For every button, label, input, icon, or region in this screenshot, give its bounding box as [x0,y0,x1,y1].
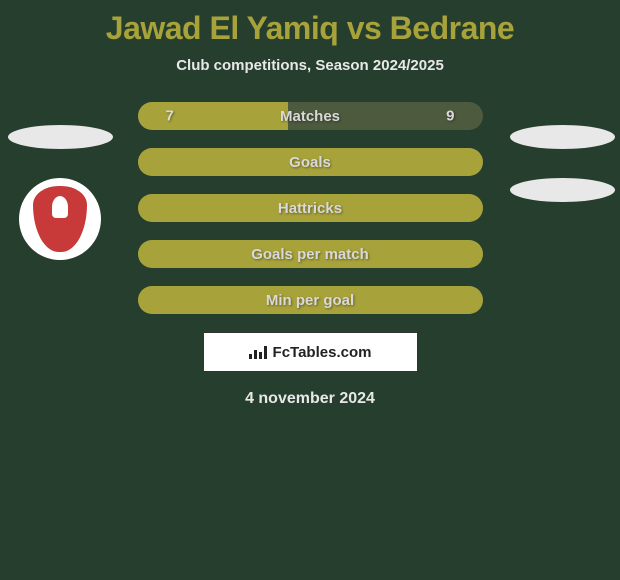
stat-row-mpg: Min per goal [138,286,483,314]
stats-container: 7 Matches 9 Goals Hattricks Goals per ma… [138,102,483,314]
stat-row-goals: Goals [138,148,483,176]
stat-row-matches: 7 Matches 9 [138,102,483,130]
player-right-badge-2 [510,178,615,202]
page-title: Jawad El Yamiq vs Bedrane [0,0,620,47]
team-logo-left [19,178,101,260]
player-right-badge [510,125,615,149]
stat-row-hattricks: Hattricks [138,194,483,222]
stat-right-matches: 9 [446,108,454,125]
stat-label-goals: Goals [289,154,331,171]
brand-text: FcTables.com [273,344,372,361]
stat-fill-matches [138,102,289,130]
stat-row-gpm: Goals per match [138,240,483,268]
stat-label-gpm: Goals per match [251,246,369,263]
stat-label-matches: Matches [280,108,340,125]
bar-chart-icon [249,345,267,359]
player-left-badge [8,125,113,149]
brand-box[interactable]: FcTables.com [203,332,418,372]
stat-label-hattricks: Hattricks [278,200,342,217]
stat-label-mpg: Min per goal [266,292,354,309]
page-subtitle: Club competitions, Season 2024/2025 [0,57,620,74]
date-text: 4 november 2024 [0,390,620,408]
shield-icon [33,186,87,252]
stat-left-matches: 7 [166,108,174,125]
